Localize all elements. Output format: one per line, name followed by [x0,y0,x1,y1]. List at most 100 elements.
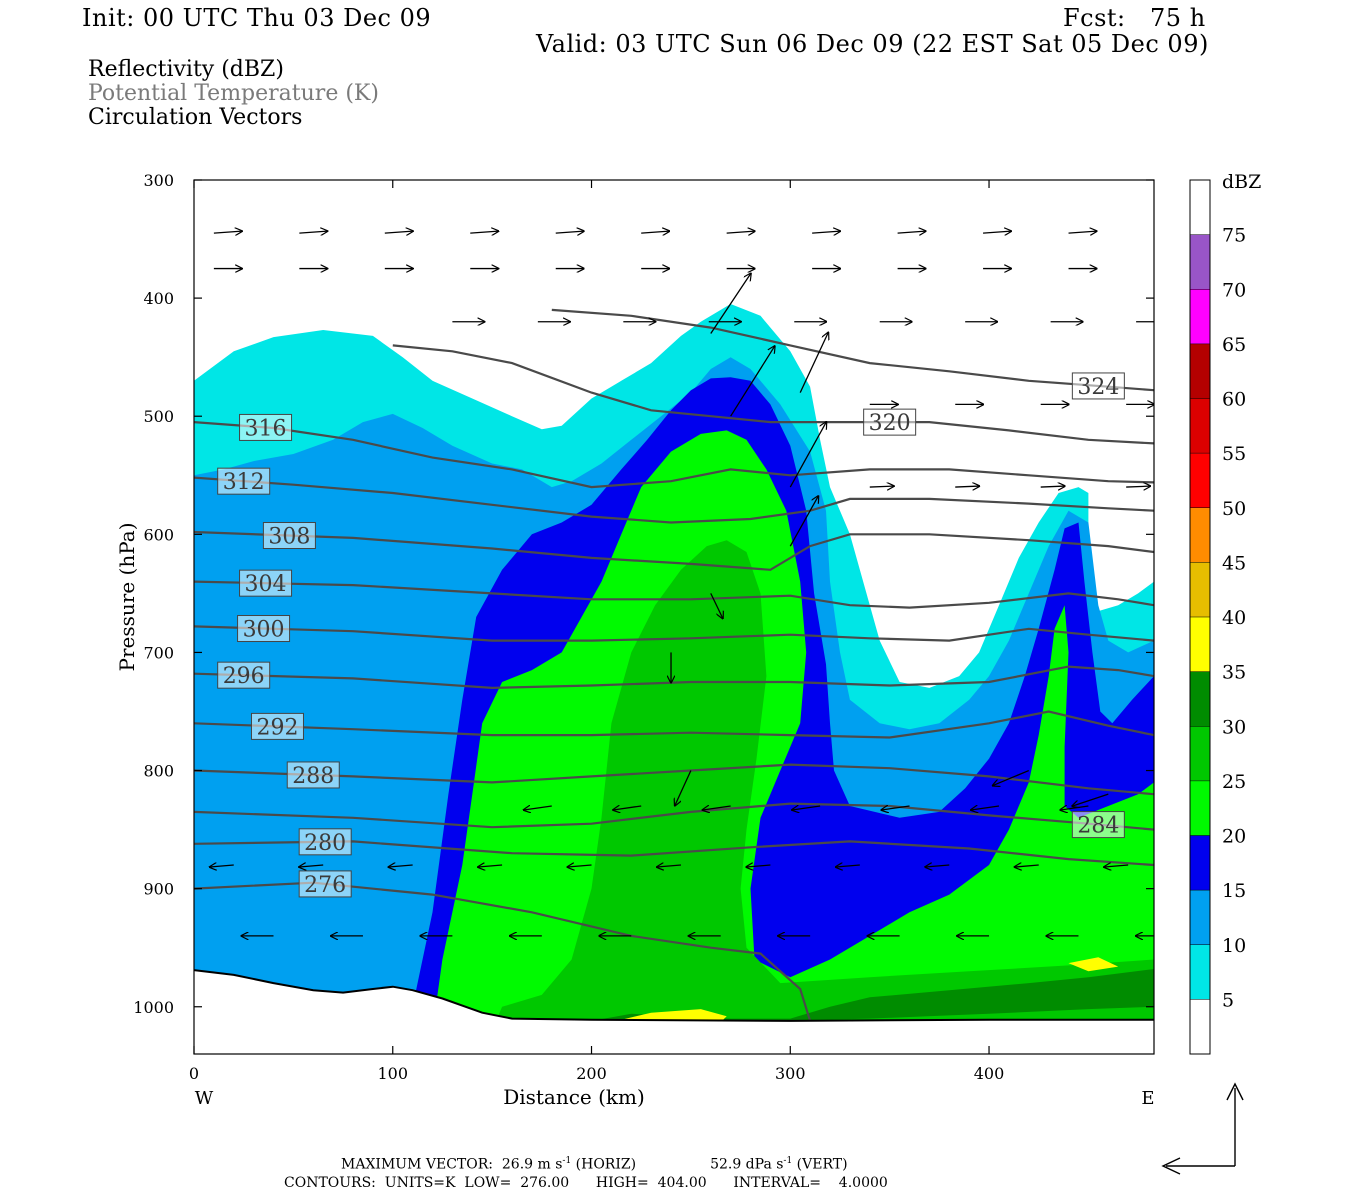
contours-info-text: CONTOURS: UNITS=K LOW= 276.00 HIGH= 404.… [284,1175,888,1191]
theta-contour-308 [194,530,1154,571]
circulation-vector-41 [789,496,818,547]
legend-swatch-8 [1190,562,1210,617]
theta-label-text-280: 280 [304,831,346,856]
x-tick-label-0: 0 [189,1064,199,1083]
valid-time: Valid: 03 UTC Sun 06 Dec 09 (22 EST Sat … [536,30,1209,58]
legend-swatch-1 [1190,944,1210,1000]
legend-swatch-14 [1190,234,1210,290]
circulation-vector-34 [955,486,979,487]
forecast-hour: Fcst: 75 h [1063,4,1206,32]
theta-label-text-320: 320 [869,411,911,436]
circulation-vector-4 [384,231,413,233]
theta-contour-300 [194,625,1154,642]
theta-label-292: 292 [250,712,304,740]
circulation-vector-38 [1126,486,1150,487]
max-vector-text: MAXIMUM VECTOR: 26.9 m s-1 (HORIZ) 52.9 d… [341,1156,848,1173]
circulation-vector-0 [213,231,242,233]
circulation-vector-69 [792,806,821,810]
legend-label-60: 60 [1222,389,1246,411]
circulation-vector-18 [983,231,1011,233]
circulation-vector-63 [1015,865,1039,867]
theta-label-text-316: 316 [245,416,287,441]
theta-label-text-300: 300 [243,618,285,643]
reflectivity-region-35-dbz-7 [1068,957,1119,972]
legend-swatch-11 [1190,398,1210,454]
theta-contour-284 [194,802,1154,831]
y-tick-label-600: 600 [143,525,174,544]
x-tick-label-400: 400 [974,1064,1005,1083]
circulation-vector-14 [812,231,840,233]
theta-label-text-296: 296 [223,664,265,689]
theta-label-text-308: 308 [268,525,310,550]
theta-label-text-304: 304 [245,572,287,597]
legend-swatch-9 [1190,507,1210,563]
circulation-vector-36 [1040,486,1065,487]
theta-contour-312 [194,476,1154,524]
legend-swatch-13 [1190,289,1210,344]
circulation-vector-65 [1104,865,1129,867]
theta-contour-288 [194,763,1154,796]
legend-label-65: 65 [1222,334,1246,356]
theta-label-316: 316 [239,413,293,441]
circulation-vector-68 [703,806,731,810]
theta-contour-296 [194,665,1154,690]
circulation-vector-51 [478,865,503,867]
legend-label-70: 70 [1222,279,1246,301]
circulation-vector-16 [897,231,926,233]
vector-key-icon [1161,1082,1244,1175]
theta-label-text-324: 324 [1077,375,1119,400]
theta-label-296: 296 [217,661,271,689]
y-tick-label-300: 300 [143,171,174,190]
theta-label-308: 308 [262,522,316,550]
field-reflectivity: Reflectivity (dBZ) [88,57,284,82]
reflectivity-region-25-dbz-4 [492,540,1154,1054]
circulation-vector-75 [675,770,692,806]
x-tick-label-200: 200 [576,1064,607,1083]
x-axis-label: Distance (km) [503,1085,645,1109]
legend-label-10: 10 [1222,935,1246,957]
circulation-vector-39 [730,346,775,417]
circulation-vector-12 [726,231,755,233]
legend-swatch-4 [1190,780,1210,836]
theta-contour-276 [194,881,812,1022]
circulation-vectors [210,231,1154,936]
y-tick-label-400: 400 [143,289,174,308]
theta-label-324: 324 [1071,372,1125,400]
legend-label-35: 35 [1222,662,1246,684]
circulation-vector-10 [641,231,669,233]
theta-label-text-284: 284 [1077,814,1119,839]
circulation-vector-40 [789,422,826,488]
circulation-vector-59 [836,865,860,867]
terrain [193,969,1154,1054]
legend-label-25: 25 [1222,771,1246,793]
x-tick-label-100: 100 [377,1064,408,1083]
legend-label-45: 45 [1222,552,1246,574]
legend-label-40: 40 [1222,607,1246,629]
y-tick-label-800: 800 [143,762,174,781]
legend-label-75: 75 [1222,225,1246,247]
circulation-vector-45 [210,865,234,867]
reflectivity-region-30-dbz-5 [591,969,1154,1021]
x-tick-label-300: 300 [775,1064,806,1083]
circulation-vector-55 [657,865,682,867]
theta-label-288: 288 [286,761,340,789]
legend-label-50: 50 [1222,498,1246,520]
theta-label-312: 312 [217,467,271,495]
y-tick-label-900: 900 [143,880,174,899]
circulation-vector-77 [1072,793,1109,806]
theta-label-284: 284 [1071,811,1125,839]
y-tick-label-1000: 1000 [133,998,174,1017]
theta-label-text-276: 276 [304,873,346,898]
theta-contour-292 [194,710,1154,739]
legend-label-15: 15 [1222,880,1246,902]
circulation-vector-49 [389,865,413,867]
legend-label-20: 20 [1222,826,1246,848]
circulation-vector-20 [1068,231,1097,233]
theta-label-300: 300 [237,615,291,643]
circulation-vector-66 [524,806,552,810]
legend-swatch-2 [1190,890,1210,945]
circulation-vector-47 [299,865,324,867]
circulation-vector-57 [746,865,771,867]
theta-contour-320 [392,344,1154,445]
